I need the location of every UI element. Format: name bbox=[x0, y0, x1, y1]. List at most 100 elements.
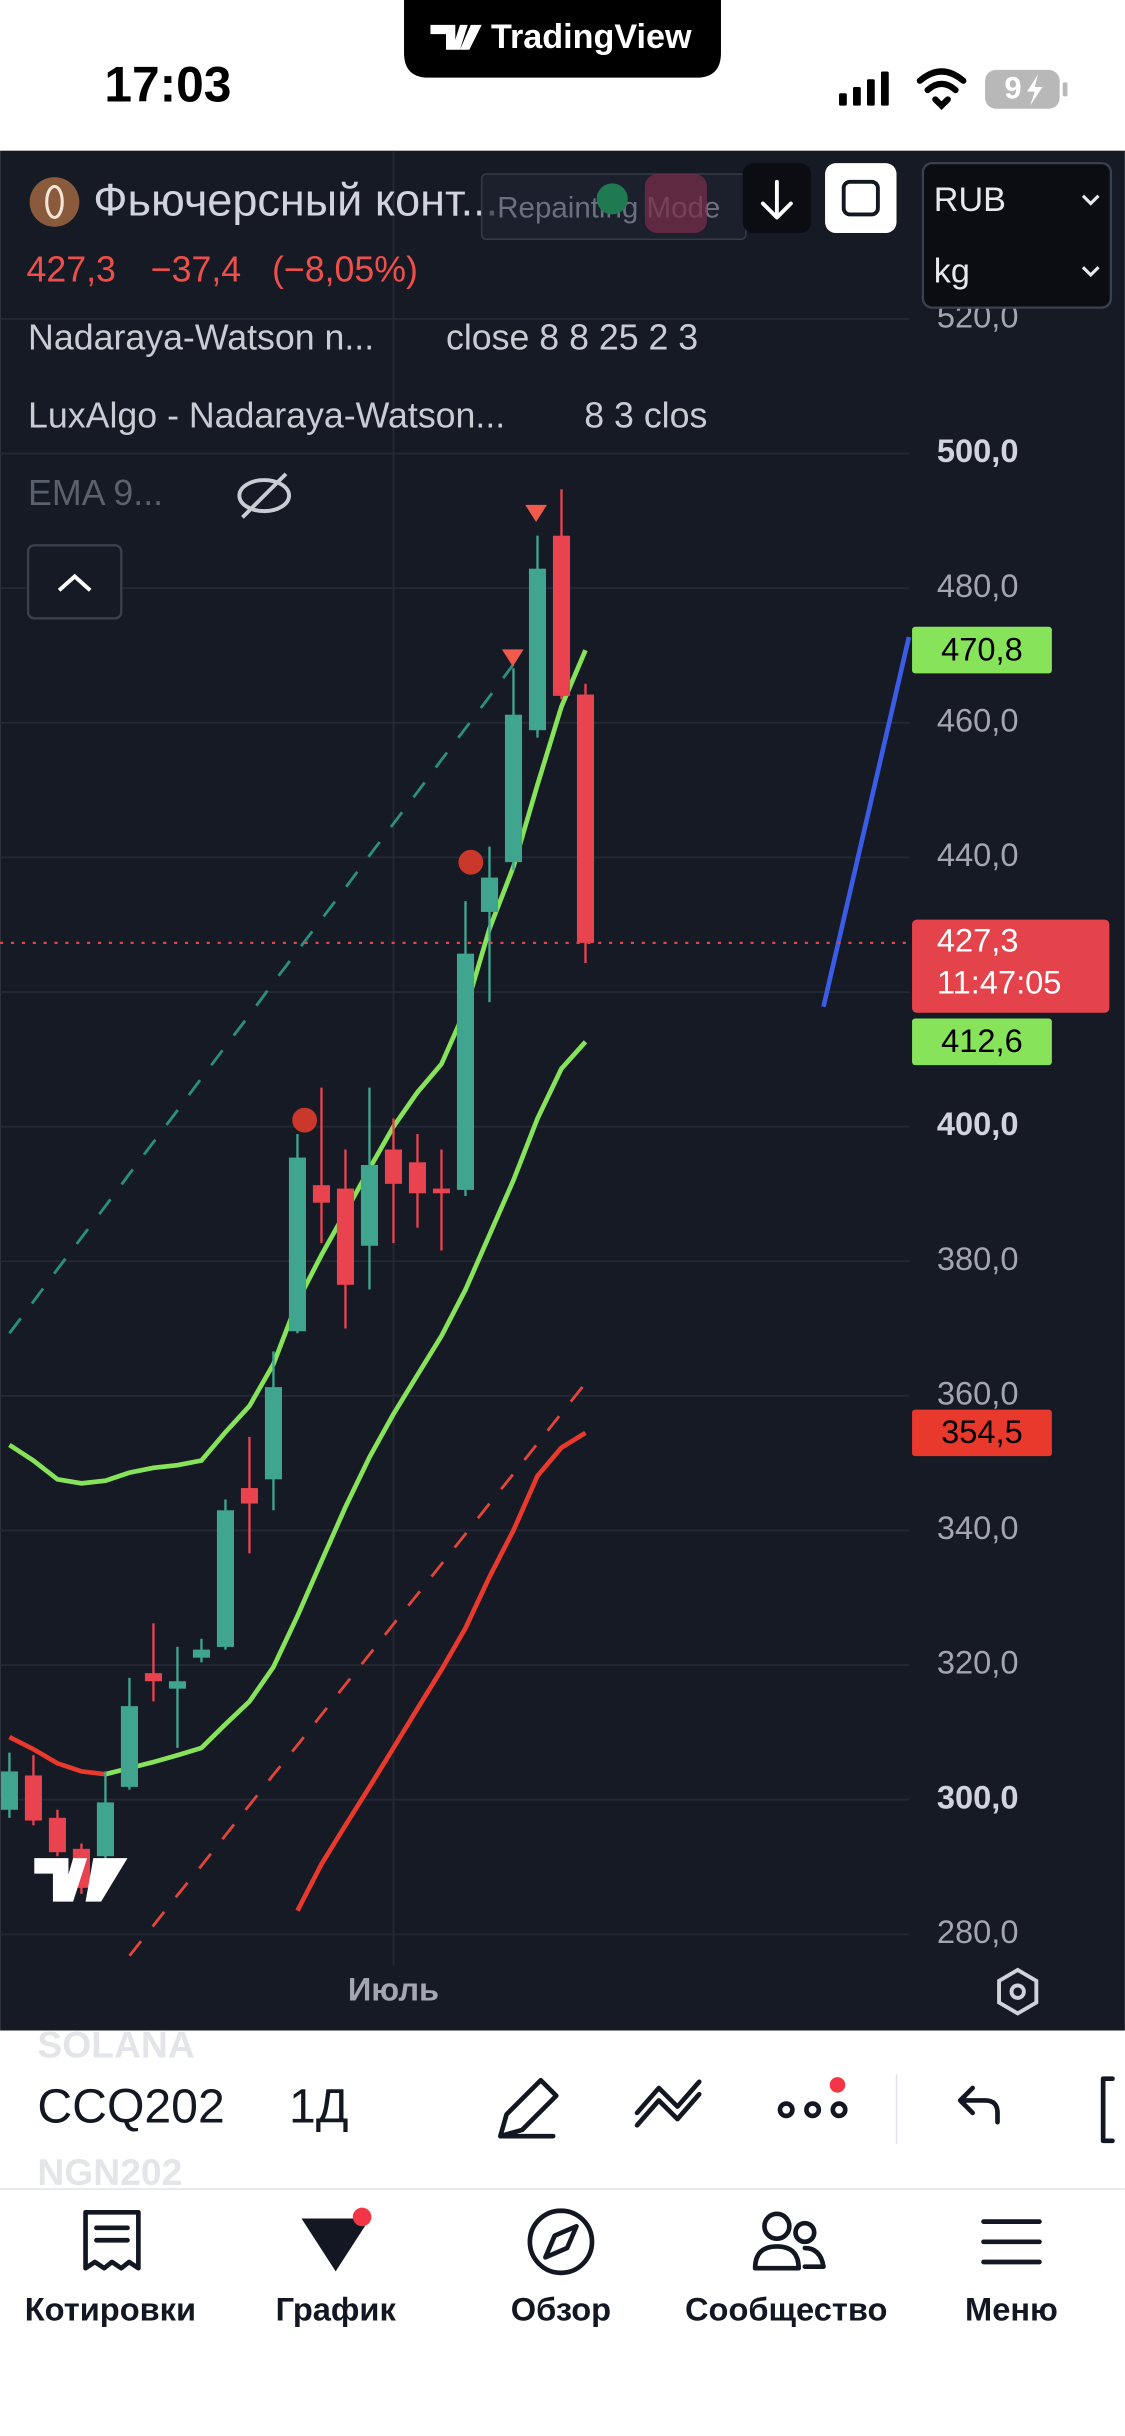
battery bbox=[985, 69, 1060, 109]
tab-label[interactable]: График bbox=[276, 2290, 397, 2327]
price-change-pct: (−8,05%) bbox=[272, 249, 418, 289]
indicator-name[interactable]: EMA 9... bbox=[28, 473, 163, 513]
undo-button[interactable] bbox=[957, 2085, 1000, 2125]
symbol-name[interactable]: Фьючерсный конт... bbox=[93, 174, 498, 225]
y-tick-label: 380,0 bbox=[937, 1240, 1019, 1277]
symbol-picker-ghost: NGN202 bbox=[37, 2151, 182, 2193]
candle-body bbox=[168, 1681, 186, 1689]
symbol-icon bbox=[29, 177, 80, 227]
toolbar bbox=[0, 2030, 1125, 2188]
tab-icon bbox=[543, 2223, 579, 2260]
candle-body bbox=[48, 1817, 66, 1853]
clock: 17:03 bbox=[104, 57, 231, 113]
indicator-badge bbox=[644, 174, 707, 234]
y-tick-label: 480,0 bbox=[937, 567, 1019, 604]
battery-tip bbox=[1062, 82, 1068, 97]
trend-line-drawing bbox=[821, 636, 912, 1008]
app-title: TradingView bbox=[491, 18, 692, 56]
unit[interactable]: kg bbox=[934, 252, 970, 290]
candle-body bbox=[240, 1488, 258, 1504]
arrow-down-icon bbox=[760, 179, 793, 220]
y-tick-label: 400,0 bbox=[937, 1105, 1019, 1142]
fullscreen-button[interactable] bbox=[1100, 2076, 1115, 2144]
candle-body bbox=[216, 1510, 234, 1647]
signal-icon bbox=[839, 71, 889, 106]
candle-body bbox=[0, 1771, 18, 1810]
battery-level: 9 bbox=[1004, 70, 1021, 105]
candle-body bbox=[552, 535, 571, 696]
candle-body bbox=[288, 1157, 307, 1332]
notification-dot bbox=[352, 2207, 372, 2227]
symbol-picker[interactable]: CCQ202 bbox=[37, 2079, 224, 2133]
tab-label[interactable]: Меню bbox=[965, 2290, 1058, 2327]
grid bbox=[0, 150, 909, 1966]
tab-icon bbox=[83, 2209, 141, 2271]
y-tick-label: 320,0 bbox=[937, 1644, 1019, 1681]
candle-body bbox=[432, 1188, 451, 1194]
interval[interactable]: 1Д bbox=[289, 2079, 348, 2133]
chevron-up bbox=[57, 573, 92, 592]
candle-body bbox=[456, 953, 475, 1190]
line-value-label: 412,6 bbox=[941, 1022, 1023, 1059]
symbol-icon-mark bbox=[45, 184, 64, 220]
line-value-box bbox=[912, 1018, 1052, 1066]
chart-area bbox=[0, 150, 1125, 2031]
candle-body bbox=[408, 1162, 427, 1194]
tab-icon bbox=[981, 2219, 1042, 2265]
line-value-box bbox=[912, 1409, 1052, 1457]
tab-icon bbox=[752, 2211, 826, 2271]
y-tick-label: 500,0 bbox=[937, 432, 1019, 469]
tab-label[interactable]: Обзор bbox=[511, 2290, 611, 2327]
candle-body bbox=[384, 1149, 403, 1184]
envelope-line bbox=[8, 663, 515, 1335]
price-change: −37,4 bbox=[151, 249, 241, 289]
layout-button[interactable] bbox=[825, 163, 897, 234]
last-price-label: 427,3 bbox=[937, 921, 1019, 958]
y-tick-label: 280,0 bbox=[937, 1913, 1019, 1950]
indicator-params: close 8 8 25 2 3 bbox=[446, 318, 698, 358]
charging-bolt bbox=[1027, 74, 1043, 106]
indicator-name[interactable]: Nadaraya-Watson n... bbox=[28, 318, 374, 358]
candle-body bbox=[528, 568, 547, 731]
last-price-box bbox=[912, 919, 1110, 1013]
more-button[interactable] bbox=[777, 2101, 848, 2119]
wifi-icon bbox=[916, 68, 967, 111]
candle-body bbox=[504, 714, 523, 863]
tv-watermark bbox=[34, 1858, 128, 1902]
symbol-picker-ghost: SOLANA bbox=[37, 2023, 194, 2065]
hidden-eye-icon[interactable] bbox=[237, 472, 292, 519]
y-tick-label: 460,0 bbox=[937, 701, 1019, 738]
candle-body bbox=[192, 1649, 210, 1658]
y-tick-label: 440,0 bbox=[937, 836, 1019, 873]
tab-label[interactable]: Сообщество bbox=[685, 2290, 887, 2327]
plot bbox=[0, 489, 595, 1957]
candle-body bbox=[96, 1802, 114, 1857]
candle-body bbox=[264, 1387, 283, 1480]
tv-logo-small bbox=[430, 24, 482, 50]
indicators-button[interactable] bbox=[634, 2079, 702, 2128]
candle-body bbox=[120, 1706, 138, 1787]
tab-label[interactable]: Котировки bbox=[25, 2290, 196, 2327]
countdown-label: 11:47:05 bbox=[937, 963, 1062, 1000]
candle-body bbox=[360, 1164, 379, 1246]
settings-button[interactable] bbox=[997, 1967, 1039, 2016]
settings-icon bbox=[1009, 1983, 1026, 2000]
candle-body bbox=[312, 1185, 331, 1203]
last-price: 427,3 bbox=[27, 249, 116, 289]
sell-signal bbox=[501, 504, 547, 667]
y-tick-label: 300,0 bbox=[937, 1778, 1019, 1815]
currency[interactable]: RUB bbox=[934, 181, 1006, 219]
candle-body bbox=[336, 1188, 355, 1285]
draw-tool-button[interactable] bbox=[498, 2077, 559, 2139]
layout-icon bbox=[841, 179, 880, 217]
app-pill bbox=[404, 0, 721, 78]
indicator-name[interactable]: LuxAlgo - Nadaraya-Watson... bbox=[28, 395, 505, 435]
chevron bbox=[1081, 194, 1100, 278]
status-dot bbox=[596, 183, 628, 215]
indicator-params: 8 3 clos bbox=[584, 395, 707, 435]
tab-icon bbox=[527, 2208, 595, 2276]
candle-body bbox=[480, 877, 499, 912]
collapse-button[interactable] bbox=[26, 544, 123, 620]
